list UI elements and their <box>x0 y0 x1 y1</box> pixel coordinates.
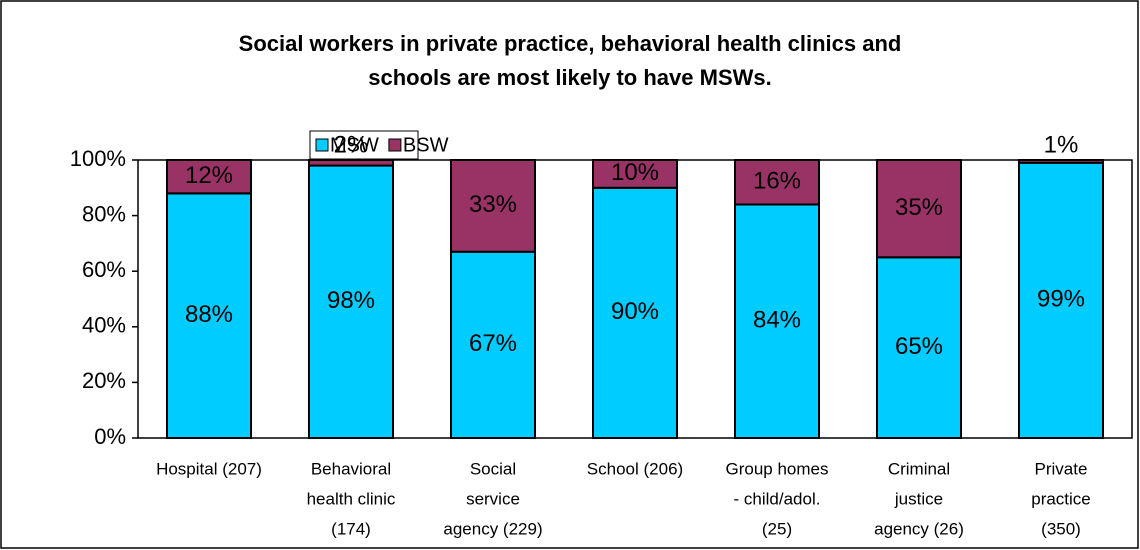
chart-title: Social workers in private practice, beha… <box>239 31 902 56</box>
x-tick-label: Hospital (207) <box>156 459 262 478</box>
legend-swatch <box>315 138 329 152</box>
legend-swatch <box>388 138 402 152</box>
data-label: 90% <box>611 298 659 325</box>
data-label: 65% <box>895 333 943 360</box>
x-tick-label: health clinic <box>307 489 396 508</box>
bar-segment <box>734 203 820 439</box>
y-tick-label: 100% <box>70 146 126 171</box>
data-label: 16% <box>753 168 801 195</box>
data-label: 33% <box>469 191 517 218</box>
x-tick-label: agency (26) <box>874 519 964 538</box>
x-tick-label: Private <box>1035 459 1088 478</box>
data-label: 1% <box>1044 131 1079 158</box>
x-tick-label: service <box>466 489 520 508</box>
bar-segment <box>1018 159 1104 164</box>
bar-segment <box>308 159 394 167</box>
data-label: 12% <box>185 162 233 189</box>
bar-segment <box>166 159 252 195</box>
y-tick-label: 40% <box>82 313 126 338</box>
bar-segment <box>734 159 820 206</box>
legend-label: MSW <box>330 134 379 156</box>
data-label: 99% <box>1037 286 1085 313</box>
x-tick-label: (25) <box>762 519 792 538</box>
bar-segment <box>876 256 962 439</box>
data-label: 10% <box>611 159 659 186</box>
data-label: 98% <box>327 287 375 314</box>
y-tick-label: 0% <box>94 424 126 449</box>
x-tick-label: (174) <box>331 519 371 538</box>
x-tick-label: justice <box>894 489 943 508</box>
x-tick-label: practice <box>1031 489 1091 508</box>
x-tick-label: Behavioral <box>311 459 391 478</box>
x-tick-label: - child/adol. <box>734 489 821 508</box>
x-tick-label: Social <box>470 459 516 478</box>
data-label: 67% <box>469 330 517 357</box>
data-label: 84% <box>753 307 801 334</box>
x-tick-label: Criminal <box>888 459 950 478</box>
data-label: 35% <box>895 194 943 221</box>
y-tick-label: 20% <box>82 368 126 393</box>
bar-segment <box>450 250 536 439</box>
x-tick-label: School (206) <box>587 459 683 478</box>
legend-label: BSW <box>403 134 449 156</box>
bar-segment <box>1018 161 1104 439</box>
x-tick-label: (350) <box>1041 519 1081 538</box>
data-label: 2% <box>334 131 369 158</box>
bar-segment <box>592 186 678 439</box>
bar-segment <box>308 164 394 439</box>
y-tick-label: 80% <box>82 201 126 226</box>
chart-title: schools are most likely to have MSWs. <box>368 65 771 90</box>
bar-segment <box>592 159 678 189</box>
x-tick-label: Group homes <box>726 459 829 478</box>
x-tick-label: agency (229) <box>443 519 542 538</box>
bar-segment <box>450 159 536 253</box>
data-label: 88% <box>185 301 233 328</box>
bar-segment <box>876 159 962 259</box>
y-tick-label: 60% <box>82 257 126 282</box>
